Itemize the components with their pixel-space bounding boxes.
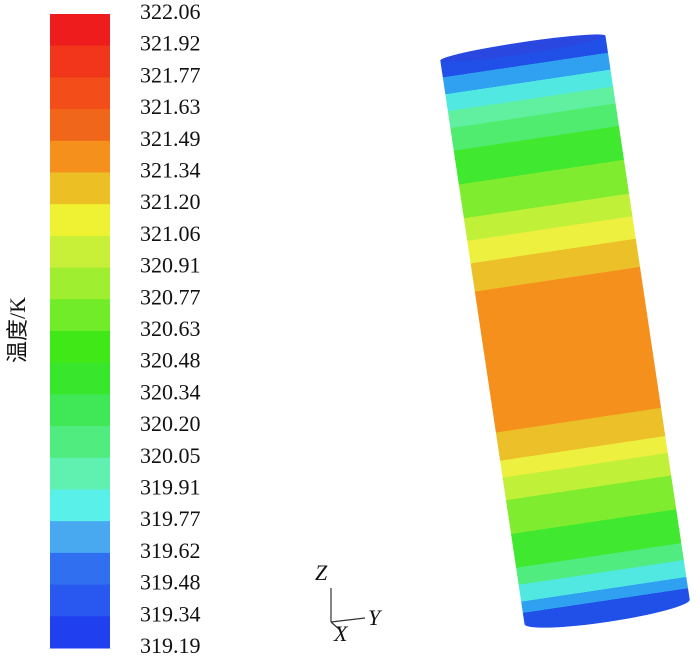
cylinder-body [440,35,690,625]
triad-x-label: X [333,621,349,646]
colorbar-tick-label: 320.77 [140,284,201,309]
colorbar-band [50,140,110,173]
colorbar-tick-label: 320.34 [140,379,201,404]
colorbar-tick-label: 320.20 [140,411,201,436]
colorbar-band [50,77,110,110]
colorbar-tick-label: 321.06 [140,221,201,246]
colorbar-tick-label: 321.92 [140,31,201,56]
colorbar-band [50,204,110,237]
colorbar-label: 温度/K [5,297,30,363]
colorbar-tick-label: 319.62 [140,538,201,563]
colorbar-tick-label: 319.19 [140,633,201,658]
triad-x-axis [330,621,341,631]
colorbar-tick-label: 321.20 [140,189,201,214]
colorbar-band [50,521,110,554]
triad-y-label: Y [368,605,383,630]
colorbar-band [50,394,110,427]
colorbar-tick-label: 322.06 [140,0,201,24]
colorbar-tick-label: 321.34 [140,158,201,183]
colorbar-tick-label: 320.05 [140,443,201,468]
colorbar-band [50,552,110,586]
triad-y-axis [330,617,366,623]
colorbar-band [50,457,110,490]
cylinder-top [440,34,606,62]
colorbar-band [50,616,110,649]
colorbar-band [50,235,110,269]
colorbar-band [50,45,110,78]
colorbar-band [50,331,110,364]
colorbar-band [50,172,110,205]
colorbar-tick-label: 319.34 [140,601,201,626]
colorbar-tick-label: 321.77 [140,62,201,87]
colorbar-tick-label: 321.49 [140,126,201,151]
colorbar-tick-label: 321.63 [140,94,201,119]
colorbar-band [50,362,110,395]
colorbar-tick-label: 320.48 [140,348,201,373]
colorbar-band [50,584,110,617]
triad-z-label: Z [315,560,328,585]
colorbar-tick-label: 319.77 [140,506,201,531]
colorbar-band [50,426,110,459]
cylinder [440,34,690,628]
colorbar-tick-label: 320.91 [140,253,201,278]
colorbar-band [50,14,110,47]
colorbar-band [50,489,110,522]
colorbar-band [50,267,110,300]
colorbar-band [50,109,110,142]
colorbar-tick-label: 320.63 [140,316,201,341]
colorbar-tick-label: 319.91 [140,475,201,500]
colorbar-tick-label: 319.48 [140,570,201,595]
axis-triad [330,588,366,631]
colorbar-band [50,299,110,332]
